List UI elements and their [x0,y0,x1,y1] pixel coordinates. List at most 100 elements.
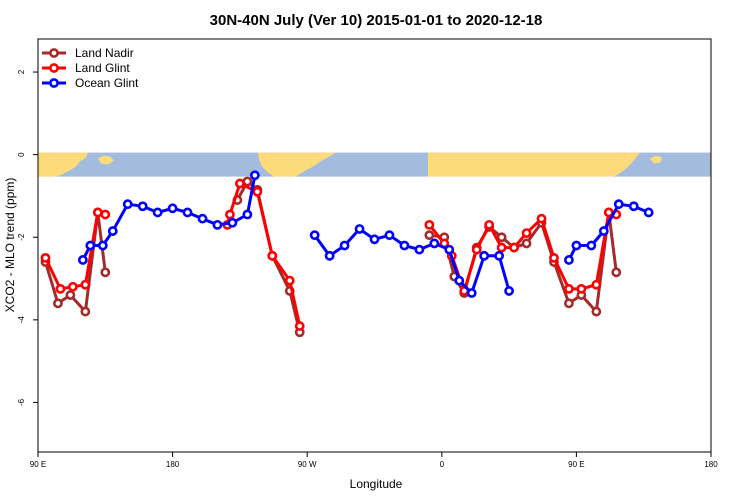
data-point [100,267,111,278]
data-point [80,306,91,317]
data-point [167,203,178,214]
data-point [77,255,88,265]
y-axis-title: XCO2 - MLO trend (ppm) [3,178,17,313]
data-point [444,244,455,255]
data-point [424,230,435,241]
data-point [509,242,519,253]
data-point [100,209,111,220]
data-point [225,209,235,220]
data-point [107,226,118,236]
data-point [504,286,514,296]
x-tick-label: 90 E [568,460,584,469]
data-point [496,242,507,253]
data-point [549,252,559,263]
data-point [53,298,63,309]
data-point [212,219,223,230]
data-point [55,283,66,294]
map-landmass [98,155,114,165]
series-layer [40,170,654,338]
map-land [38,152,711,179]
data-point [471,244,482,255]
data-point [479,250,490,261]
data-point [152,207,163,218]
data-point [242,176,253,187]
data-point [414,244,425,255]
data-point [227,217,238,228]
data-point [197,213,208,224]
data-point [384,230,395,241]
map-landmass [428,152,640,178]
data-point [454,275,465,286]
data-point [613,199,624,210]
y-tick-label: -2 [17,233,26,241]
data-point [466,288,477,298]
map-landmass [496,155,510,162]
data-point [496,232,507,243]
legend-marker [49,63,59,73]
data-point [85,240,96,251]
y-axis: -6 -4 -2 0 2 [17,69,38,406]
data-point [40,252,51,263]
legend-marker [49,78,59,88]
series-line [225,182,302,327]
data-point [249,170,260,181]
data-point [598,226,609,236]
series-line [44,211,106,291]
data-point [267,250,278,261]
data-point [354,224,365,234]
data-point [137,201,148,212]
series-line [429,211,618,314]
y-tick-label: -6 [17,398,26,406]
data-point [521,238,532,249]
x-axis: 90 E 180 90 W 0 90 E 180 [30,452,718,469]
data-point [67,281,78,292]
data-point [643,207,654,218]
data-point [576,283,587,294]
data-point [234,178,245,189]
map-landmass [258,152,336,178]
x-tick-label: 180 [704,460,718,469]
data-point [611,267,622,278]
data-point [294,321,305,331]
data-point [429,238,440,249]
data-point [571,240,582,251]
data-point [97,240,108,251]
x-tick-label: 90 E [30,460,46,469]
data-point [484,219,495,230]
map-landmass [452,159,486,168]
data-point [80,279,91,290]
data-point [628,201,639,212]
map-landmass [650,155,662,164]
data-point [494,250,505,261]
series-land-glint [40,178,622,331]
y-tick-label: 0 [17,152,26,157]
data-point [252,186,263,197]
legend-marker [49,48,59,58]
data-point [309,230,320,241]
legend-label: Ocean Glint [75,76,139,90]
series-ocean-glint [77,170,654,298]
data-point [284,275,295,286]
data-point [242,209,253,220]
y-tick-label: 2 [17,69,26,74]
data-point [424,219,435,230]
data-point [399,240,410,251]
data-point [122,199,133,210]
plot-frame [37,38,712,453]
data-point [591,279,602,290]
data-point [339,240,350,251]
series-line [44,211,107,314]
map-band [38,152,711,179]
data-point [521,228,532,239]
y-tick-label: -4 [17,316,26,324]
data-point [536,213,547,224]
x-tick-label: 180 [166,460,180,469]
legend-label: Land Glint [75,61,130,75]
map-landmass [38,152,88,178]
data-point [591,306,602,317]
data-point [369,234,380,245]
data-point [586,240,597,251]
x-tick-label: 90 W [298,460,317,469]
